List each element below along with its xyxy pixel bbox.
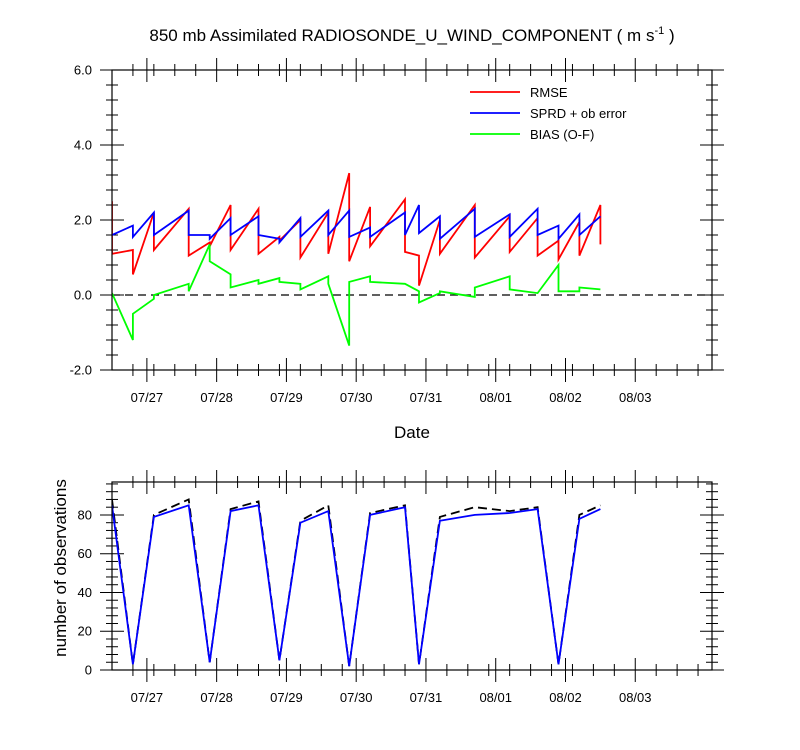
series-assimilated — [112, 504, 601, 667]
series-bias-o-f — [112, 244, 601, 346]
top-y-tick-labels: -2.0 0.0 2.0 4.0 6.0 — [70, 63, 92, 378]
x-tick-label: 07/30 — [340, 390, 373, 405]
top-chart: -2.00.02.04.06.0 07/27 07/28 07/29 07/30 07/… — [70, 58, 724, 442]
x-tick-label: 07/30 — [340, 690, 373, 705]
y-tick-label: 2.0 — [74, 213, 92, 228]
x-tick-label: 07/28 — [200, 690, 233, 705]
bottom-plot-frame — [111, 481, 713, 671]
y-tick-label: 20 — [78, 624, 92, 639]
bottom-chart: 0 20 40 60 80 07/27 07/28 07/29 07/30 07/31 08/01… — [51, 470, 724, 705]
y-tick-label: 40 — [78, 585, 92, 600]
x-tick-label: 08/01 — [479, 390, 512, 405]
x-axis-title: Date — [394, 423, 430, 442]
legend-rmse-label: RMSE — [530, 85, 568, 100]
y-tick-label: 60 — [78, 546, 92, 561]
legend: RMSE SPRD + ob error BIAS (O-F) — [470, 85, 627, 142]
series-rmse — [112, 172, 602, 286]
x-tick-label: 07/28 — [200, 390, 233, 405]
x-tick-label: 07/27 — [131, 390, 164, 405]
x-tick-label: 08/02 — [549, 390, 582, 405]
bottom-series — [112, 498, 601, 667]
x-tick-label: 07/27 — [131, 690, 164, 705]
y-axis-title: number of observations — [51, 479, 70, 657]
top-series — [112, 172, 712, 346]
chart-title: 850 mb Assimilated RADIOSONDE_U_WIND_COM… — [149, 25, 674, 45]
y-tick-label: 4.0 — [74, 138, 92, 153]
x-tick-label: 07/31 — [410, 690, 443, 705]
top-x-tick-labels: 07/27 07/28 07/29 07/30 07/31 08/01 08/02 08/03 — [131, 390, 652, 405]
y-tick-label: 80 — [78, 507, 92, 522]
y-tick-label: 6.0 — [74, 63, 92, 78]
x-tick-label: 08/02 — [549, 690, 582, 705]
y-tick-label: -2.0 — [70, 363, 92, 378]
legend-bias-label: BIAS (O-F) — [530, 127, 594, 142]
y-tick-label: 0.0 — [74, 288, 92, 303]
legend-sprd-label: SPRD + ob error — [530, 106, 627, 121]
x-tick-label: 07/29 — [270, 390, 303, 405]
bottom-x-tick-labels: 07/27 07/28 07/29 07/30 07/31 08/01 08/02 08/03 — [131, 690, 652, 705]
top-plot-frame — [111, 69, 713, 371]
x-tick-label: 08/01 — [479, 690, 512, 705]
series-total — [112, 498, 601, 667]
series-sprd-ob-error — [112, 204, 601, 245]
x-tick-label: 08/03 — [619, 390, 652, 405]
y-tick-label: 0 — [85, 663, 92, 678]
bottom-y-tick-labels: 0 20 40 60 80 — [78, 507, 92, 677]
x-tick-label: 07/31 — [410, 390, 443, 405]
x-tick-label: 08/03 — [619, 690, 652, 705]
x-tick-label: 07/29 — [270, 690, 303, 705]
